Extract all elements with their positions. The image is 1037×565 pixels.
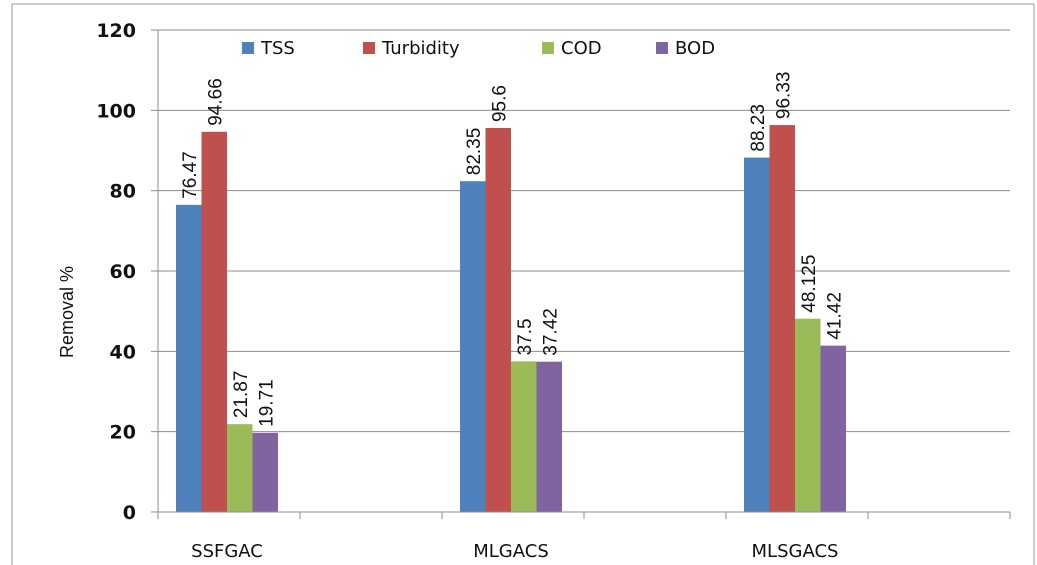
- data-label: 95.6: [489, 85, 510, 122]
- data-label: 41.42: [824, 292, 845, 340]
- legend-label-bod: BOD: [675, 38, 715, 59]
- bar-tss-ssfgac: [176, 204, 202, 512]
- legend-label-cod: COD: [561, 38, 602, 59]
- data-label: 96.33: [773, 72, 794, 120]
- bar-tss-mlgacs: [460, 181, 486, 513]
- legend-swatch-bod: [656, 42, 668, 54]
- data-label: 76.47: [180, 151, 201, 199]
- bars: [176, 125, 846, 513]
- data-label: 82.35: [464, 128, 485, 176]
- axes: [151, 29, 1011, 519]
- x-axis-categories: SSFGAC MLGACS MLSGACS: [191, 541, 838, 562]
- bar-bod-mlsgacs: [820, 345, 846, 512]
- data-label: 19.71: [256, 379, 277, 427]
- gridlines: [158, 29, 1010, 433]
- y-tick-label: 120: [96, 20, 136, 42]
- y-tick-label: 20: [110, 422, 136, 444]
- y-axis-label: Removal %: [57, 266, 77, 358]
- data-label: 37.42: [540, 308, 561, 356]
- y-tick-label: 40: [110, 341, 136, 363]
- legend: TSS Turbidity COD BOD: [242, 38, 715, 59]
- data-label: 94.66: [205, 78, 226, 126]
- legend-swatch-turbidity: [363, 42, 375, 54]
- bar-bod-mlgacs: [536, 361, 562, 512]
- x-category-label: MLSGACS: [752, 541, 839, 562]
- bar-turbidity-mlsgacs: [769, 125, 795, 513]
- bar-tss-mlsgacs: [744, 157, 770, 512]
- y-tick-label: 60: [110, 261, 136, 283]
- data-label: 21.87: [231, 371, 252, 419]
- bar-bod-ssfgac: [252, 432, 278, 512]
- y-tick-label: 0: [123, 502, 136, 524]
- data-label: 48.125: [799, 255, 820, 313]
- x-category-label: MLGACS: [473, 541, 549, 562]
- legend-label-tss: TSS: [260, 38, 295, 59]
- data-label: 37.5: [515, 318, 536, 355]
- y-tick-label: 100: [96, 100, 136, 122]
- legend-swatch-cod: [542, 42, 554, 54]
- bar-cod-mlgacs: [511, 361, 537, 512]
- x-category-label: SSFGAC: [191, 541, 263, 562]
- y-tick-label: 80: [110, 181, 136, 203]
- y-axis-ticks: 0 20 40 60 80 100 120: [96, 20, 136, 524]
- legend-swatch-tss: [242, 42, 254, 54]
- legend-label-turbidity: Turbidity: [381, 38, 460, 59]
- bar-turbidity-mlgacs: [485, 128, 511, 513]
- bar-cod-ssfgac: [227, 424, 253, 512]
- data-label: 88.23: [748, 104, 769, 152]
- bar-cod-mlsgacs: [795, 318, 821, 512]
- bar-turbidity-ssfgac: [201, 131, 227, 512]
